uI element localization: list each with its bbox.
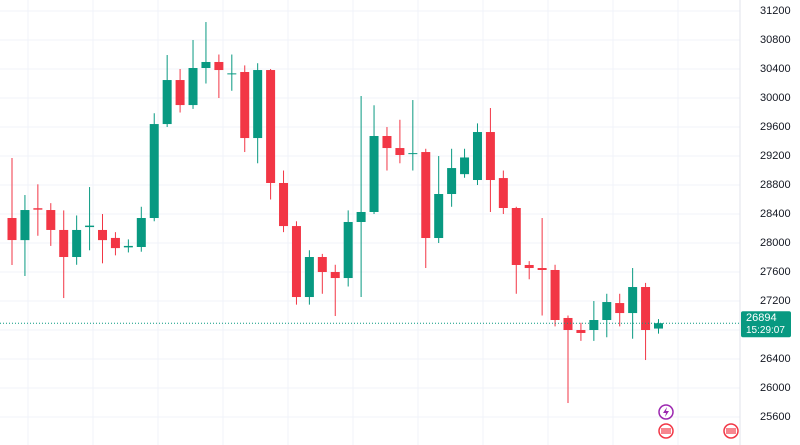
candle-body	[356, 211, 366, 222]
candle-body	[33, 208, 43, 210]
candle-body	[563, 317, 573, 331]
y-tick-label: 26400	[760, 353, 791, 365]
candle-body	[615, 303, 625, 314]
candle-body	[214, 61, 224, 71]
y-tick-label: 26000	[760, 382, 791, 394]
y-tick-label: 30800	[760, 34, 791, 46]
candle-body	[524, 264, 534, 269]
y-tick-label: 30000	[760, 92, 791, 104]
candle-body	[7, 218, 17, 241]
candle-body	[447, 168, 457, 195]
candle-body	[175, 80, 185, 106]
y-tick-label: 28400	[760, 208, 791, 220]
y-tick-label: 29200	[760, 150, 791, 162]
candle-body	[641, 287, 651, 331]
candle-body	[98, 229, 108, 241]
candle-body	[589, 320, 599, 331]
y-tick-label: 30400	[760, 63, 791, 75]
candle-body	[149, 124, 159, 219]
candle-body	[408, 153, 418, 155]
candle-body	[253, 70, 263, 139]
lightning-glyph	[663, 407, 669, 417]
candle-body	[20, 210, 30, 241]
candle-body	[395, 148, 405, 156]
candle-body	[498, 178, 508, 209]
candle-body	[460, 157, 470, 175]
candle-body	[628, 287, 638, 314]
candle-body	[511, 208, 521, 265]
y-tick-label: 28000	[760, 237, 791, 249]
candle-body	[602, 302, 612, 321]
candle-body	[550, 269, 560, 321]
candle-body	[472, 132, 482, 181]
event-icons	[658, 404, 739, 439]
candle-body	[266, 70, 276, 183]
candle-body	[136, 218, 146, 248]
candle-body	[317, 257, 327, 273]
candle-body	[434, 194, 444, 239]
flag-glyph	[661, 428, 671, 434]
plot: 2560026000264002680027200276002800028400…	[0, 5, 791, 423]
candle-body	[654, 323, 663, 329]
candle-body	[240, 71, 250, 139]
price-label-box	[741, 311, 791, 338]
candle-body	[123, 245, 133, 248]
candle-body	[85, 225, 95, 228]
candle-body	[537, 268, 547, 270]
candle-body	[188, 68, 198, 106]
y-tick-label: 27600	[760, 266, 791, 278]
candle-body	[485, 132, 495, 181]
candle-body	[46, 210, 56, 230]
candle-body	[343, 221, 353, 279]
countdown-label: 15:29:07	[746, 325, 785, 336]
candle-body	[369, 136, 379, 212]
y-tick-label: 31200	[760, 5, 791, 17]
candle-body	[291, 226, 301, 298]
candle-body	[576, 330, 586, 333]
candle-body	[110, 237, 120, 249]
candle-body	[227, 73, 237, 75]
y-tick-label: 28800	[760, 179, 791, 191]
candle-body	[201, 61, 211, 69]
candle-body	[382, 136, 392, 149]
candle-body	[162, 80, 172, 125]
candle-body	[279, 182, 289, 227]
candle-body	[330, 272, 340, 279]
flag-glyph	[726, 428, 736, 434]
candle-body	[59, 229, 69, 258]
candle-body	[72, 229, 82, 258]
y-tick-label: 25600	[760, 411, 791, 423]
y-tick-label: 29600	[760, 121, 791, 133]
candle-body	[421, 152, 431, 239]
price-label: 26894	[746, 312, 777, 324]
y-tick-label: 27200	[760, 295, 791, 307]
candle-body	[304, 257, 314, 298]
